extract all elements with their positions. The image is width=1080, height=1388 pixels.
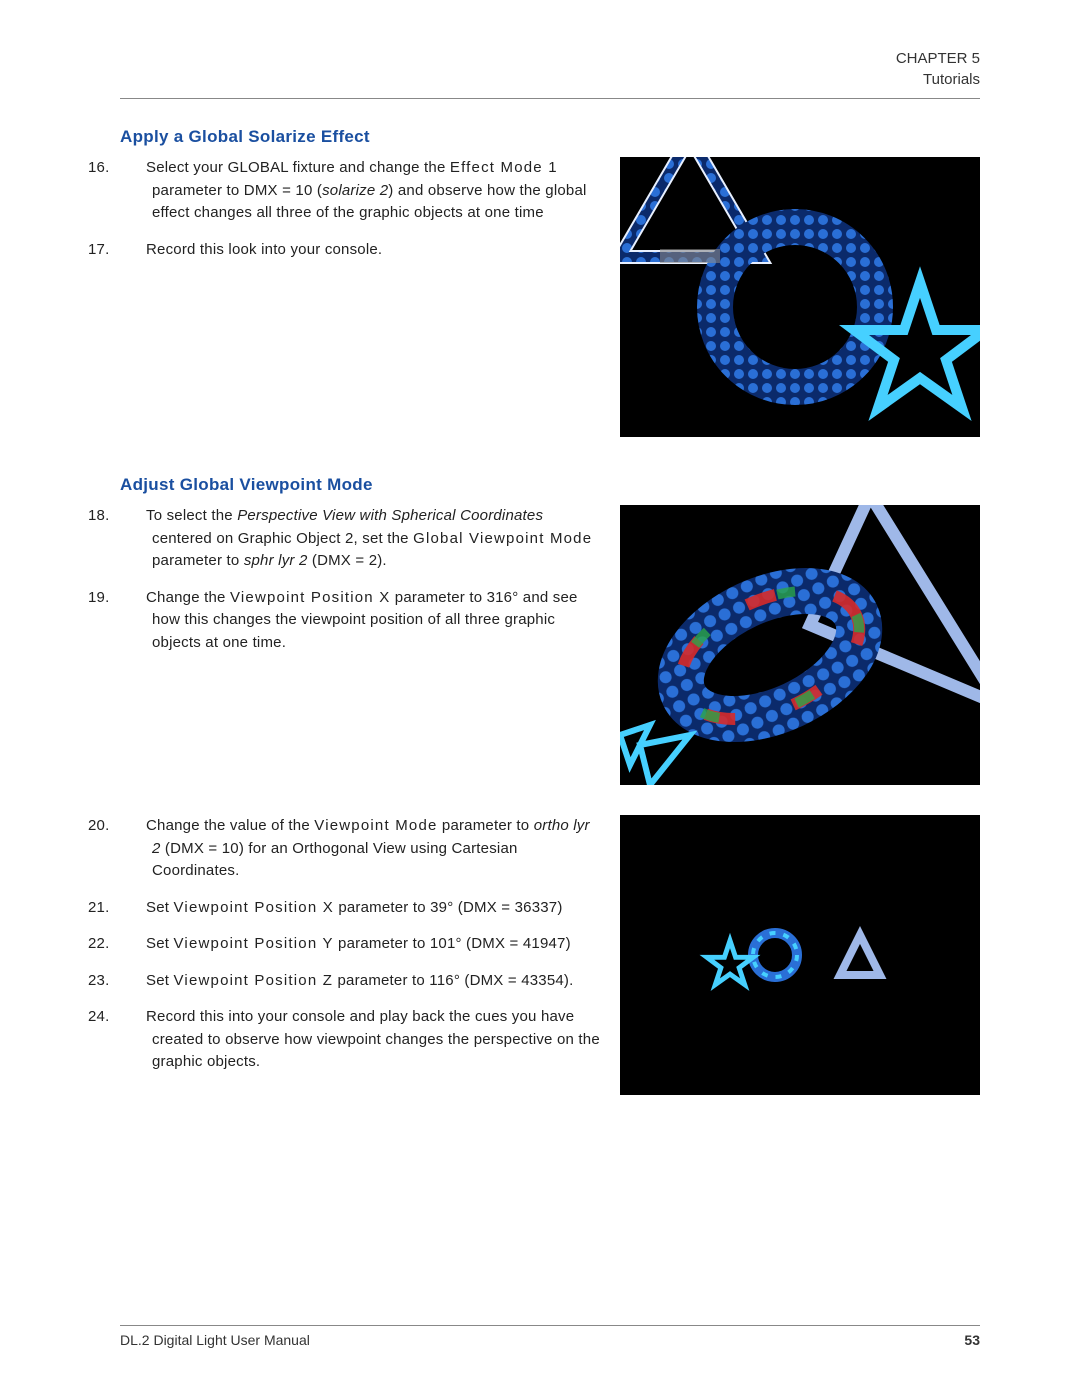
chapter-sub: Tutorials — [120, 69, 980, 90]
step-22: 22.Set Viewpoint Position Y parameter to… — [120, 933, 602, 956]
header-rule — [120, 98, 980, 99]
figure-orthogonal — [620, 815, 980, 1095]
chapter-label: CHAPTER 5 — [120, 48, 980, 69]
step-21: 21.Set Viewpoint Position X parameter to… — [120, 897, 602, 920]
footer-rule — [120, 1325, 980, 1326]
section1-row: 16.Select your GLOBAL fixture and change… — [120, 157, 980, 437]
section-title-solarize: Apply a Global Solarize Effect — [120, 127, 980, 147]
step-23: 23.Set Viewpoint Position Z parameter to… — [120, 970, 602, 993]
section2-text: 18.To select the Perspective View with S… — [120, 505, 602, 668]
step-24: 24.Record this into your console and pla… — [120, 1006, 602, 1074]
footer-page: 53 — [964, 1332, 980, 1348]
section3-row: 20.Change the value of the Viewpoint Mod… — [120, 815, 980, 1095]
step-17: 17.Record this look into your console. — [120, 239, 602, 262]
section2-row: 18.To select the Perspective View with S… — [120, 505, 980, 785]
section1-text: 16.Select your GLOBAL fixture and change… — [120, 157, 602, 275]
page-header: CHAPTER 5 Tutorials — [120, 48, 980, 90]
section-title-viewpoint: Adjust Global Viewpoint Mode — [120, 475, 980, 495]
figure-solarize — [620, 157, 980, 437]
footer-manual: DL.2 Digital Light User Manual — [120, 1332, 310, 1348]
step-20: 20.Change the value of the Viewpoint Mod… — [120, 815, 602, 883]
step-19: 19.Change the Viewpoint Position X param… — [120, 587, 602, 655]
page-footer: DL.2 Digital Light User Manual 53 — [120, 1325, 980, 1348]
section3-text: 20.Change the value of the Viewpoint Mod… — [120, 815, 602, 1088]
figure-spherical — [620, 505, 980, 785]
step-18: 18.To select the Perspective View with S… — [120, 505, 602, 573]
step-16: 16.Select your GLOBAL fixture and change… — [120, 157, 602, 225]
